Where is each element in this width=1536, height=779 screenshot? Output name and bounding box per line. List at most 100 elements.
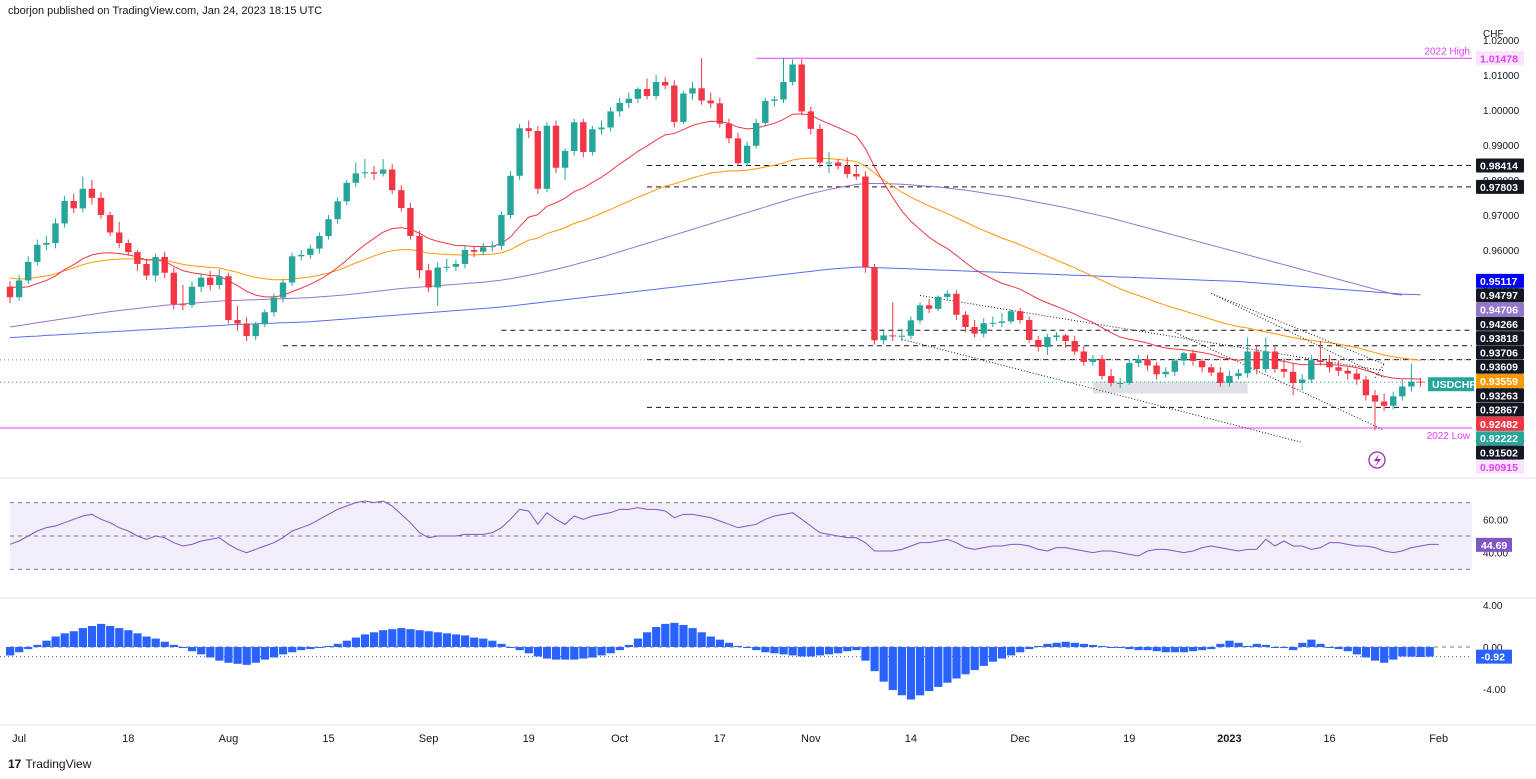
histogram-bar bbox=[815, 647, 825, 656]
histogram-bar bbox=[1261, 644, 1270, 647]
histogram-bar bbox=[1061, 641, 1070, 647]
histogram-bar bbox=[133, 633, 142, 647]
candle-body bbox=[1135, 359, 1142, 364]
histogram-bar bbox=[461, 635, 470, 647]
histogram-bar bbox=[988, 647, 997, 662]
candle-body bbox=[1226, 376, 1233, 383]
candle-body bbox=[916, 305, 924, 321]
histogram-bar bbox=[97, 623, 106, 647]
x-tick-label: 14 bbox=[905, 733, 917, 745]
candle-body bbox=[998, 321, 1006, 323]
candle-body bbox=[407, 208, 414, 236]
candle-body bbox=[771, 99, 778, 101]
macd-tick-label: -4.00 bbox=[1483, 685, 1506, 696]
candle-body bbox=[1162, 371, 1169, 375]
candle-body bbox=[389, 169, 396, 191]
histogram-bar bbox=[661, 623, 670, 647]
histogram-bar bbox=[470, 637, 479, 647]
x-tick-label: Sep bbox=[419, 733, 439, 745]
candle-body bbox=[971, 327, 978, 334]
ema50-line bbox=[9, 157, 1421, 361]
candle-body bbox=[543, 125, 551, 189]
candle-body bbox=[525, 128, 532, 131]
candle-body bbox=[116, 232, 123, 243]
consolidation-box bbox=[1092, 381, 1248, 394]
histogram-bar bbox=[488, 640, 497, 647]
candle-body bbox=[1362, 379, 1370, 396]
rsi-tick-label: 60.00 bbox=[1483, 515, 1508, 526]
candle-body bbox=[1271, 351, 1279, 369]
candle-body bbox=[452, 264, 460, 267]
histogram-bar bbox=[224, 647, 233, 663]
histogram-bar bbox=[752, 647, 761, 651]
candle-body bbox=[1044, 337, 1051, 347]
histogram-bar bbox=[561, 647, 570, 660]
candle-body bbox=[207, 277, 214, 285]
candle-body bbox=[1180, 353, 1188, 361]
candle-body bbox=[743, 145, 751, 164]
candle-body bbox=[25, 261, 32, 281]
x-tick-label: 17 bbox=[714, 733, 726, 745]
rsi-pane bbox=[9, 500, 1472, 570]
histogram-bar bbox=[106, 626, 115, 647]
histogram-bar bbox=[715, 639, 724, 647]
histogram-bar bbox=[934, 647, 943, 687]
candle-body bbox=[680, 93, 687, 122]
macd-value-box bbox=[1476, 649, 1512, 664]
candle-body bbox=[1198, 360, 1206, 368]
candle-body bbox=[534, 131, 541, 189]
footer-brand[interactable]: 17 TradingView bbox=[8, 757, 91, 771]
candle-body bbox=[807, 111, 814, 129]
candle-body bbox=[889, 335, 896, 337]
candle-body bbox=[489, 245, 496, 248]
candle-body bbox=[216, 276, 223, 285]
candle-body bbox=[361, 172, 369, 174]
price-label: 0.93263 bbox=[1480, 390, 1518, 402]
histogram-bar bbox=[997, 647, 1007, 659]
histogram-bar bbox=[1316, 643, 1325, 647]
candle-body bbox=[461, 250, 469, 264]
candle-body bbox=[1262, 351, 1269, 369]
candle-body bbox=[1016, 311, 1024, 320]
candle-body bbox=[1089, 358, 1097, 362]
candle-body bbox=[343, 182, 350, 202]
histogram-bar bbox=[178, 647, 188, 649]
candle-body bbox=[643, 89, 651, 96]
candle-body bbox=[97, 197, 105, 215]
histogram-bar bbox=[297, 647, 306, 651]
histogram-bar bbox=[379, 630, 388, 647]
candle-body bbox=[325, 219, 332, 236]
price-label: 0.93559 bbox=[1480, 376, 1518, 388]
price-tick-label: 1.01000 bbox=[1483, 71, 1520, 82]
histogram-bar bbox=[588, 647, 597, 658]
histogram-bar bbox=[1070, 642, 1079, 647]
lightning-icon bbox=[1368, 451, 1386, 469]
candle-body bbox=[197, 277, 205, 287]
histogram-bar bbox=[1198, 647, 1207, 651]
candle-body bbox=[1299, 379, 1306, 383]
candle-body bbox=[780, 82, 787, 100]
histogram-bar bbox=[1088, 644, 1098, 647]
candle-body bbox=[170, 272, 177, 305]
candle-body bbox=[716, 103, 723, 124]
candle-body bbox=[6, 286, 14, 298]
candle-body bbox=[625, 98, 632, 103]
candle-body bbox=[1390, 396, 1397, 406]
candle-body bbox=[316, 236, 323, 249]
candle-body bbox=[753, 122, 760, 146]
histogram-bar bbox=[233, 647, 242, 664]
candle-body bbox=[1371, 395, 1379, 402]
price-label: 0.92867 bbox=[1480, 405, 1518, 417]
histogram-bar bbox=[724, 642, 734, 647]
price-label-box bbox=[1476, 316, 1524, 331]
price-label-box bbox=[1476, 416, 1524, 431]
histogram-bar bbox=[1307, 639, 1316, 647]
candle-body bbox=[944, 293, 951, 297]
rsi-value: 44.69 bbox=[1481, 540, 1507, 552]
tradingview-logo-icon: 17 bbox=[8, 757, 22, 771]
histogram-bar bbox=[897, 647, 906, 696]
candle-body bbox=[334, 201, 341, 220]
price-label-box bbox=[1476, 345, 1524, 360]
histogram-bar bbox=[1152, 647, 1161, 652]
